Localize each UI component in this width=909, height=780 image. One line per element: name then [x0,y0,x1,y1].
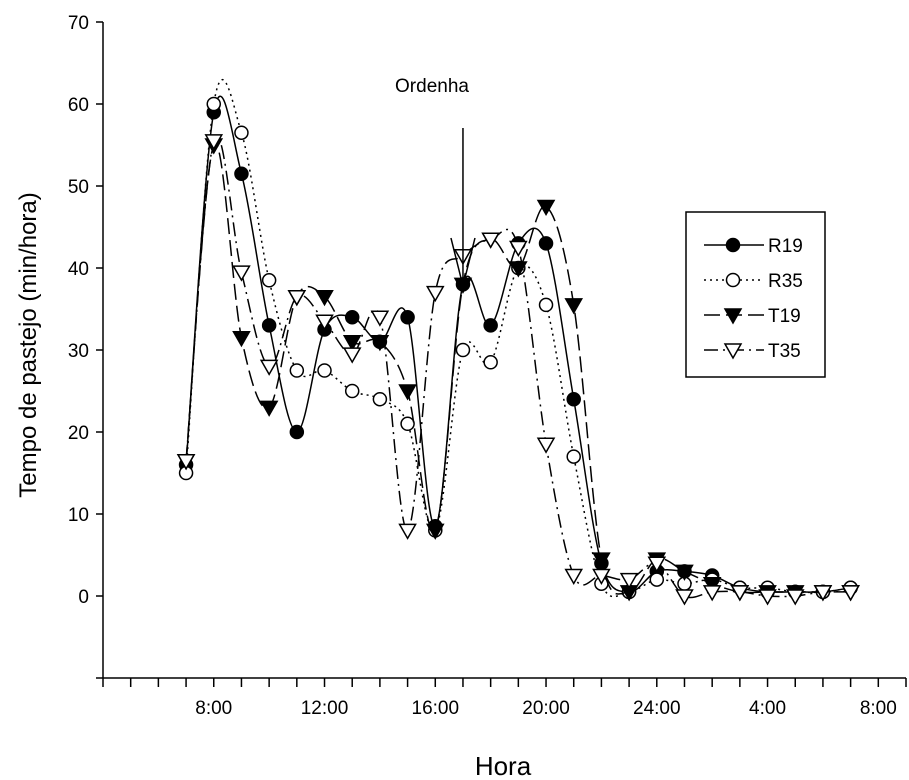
data-point [647,556,667,573]
x-axis-label: Hora [475,751,532,780]
data-point [344,309,360,325]
x-tick-label: 20:00 [522,698,570,719]
y-tick-label: 0 [78,587,89,608]
data-point [287,289,307,307]
series-layer [176,78,860,606]
data-point [481,232,500,249]
data-point [425,523,445,540]
data-point [758,589,777,606]
data-point [370,310,390,327]
data-point [564,298,584,315]
data-point [232,330,251,348]
data-point [536,199,556,217]
data-point [206,96,222,112]
data-point [259,359,279,376]
legend-label: T19 [768,306,801,327]
data-point [372,391,388,407]
legend-label: R19 [768,236,803,257]
y-tick-label: 40 [68,259,89,280]
annotation-label: Ordenha [395,76,469,97]
legend: R19 R35 T19 T35 [685,211,826,378]
data-point [592,552,611,569]
legend-item-t19: T19 [704,306,801,327]
data-point [483,355,498,370]
y-tick-label: 50 [68,177,89,198]
data-point [204,134,224,151]
data-point [261,273,277,288]
data-point [702,576,722,594]
data-point [425,285,445,303]
annotation-arrow-head [450,237,476,287]
y-tick-label: 60 [68,95,89,116]
y-tick-label: 10 [68,505,89,526]
data-point [400,416,415,432]
data-point [675,589,694,606]
data-point [259,400,279,417]
y-tick-label: 30 [68,341,89,362]
data-point [785,589,805,606]
annotation-layer: Ordenha [395,76,476,287]
axes: 0 10 20 30 40 50 60 70 8:00 12:00 16:00 20:00 24:00 4… [68,13,907,719]
data-point [538,236,554,251]
data-point [675,564,694,581]
data-point [261,318,277,333]
data-point [730,585,750,602]
data-point [232,265,251,282]
data-point [813,585,833,602]
data-point [176,453,196,471]
data-point [398,384,417,401]
data-point [398,523,417,540]
data-point [483,318,498,333]
legend-item-t35: T35 [704,341,801,362]
legend-marker [725,237,741,253]
data-point [317,363,332,378]
data-point [702,585,722,602]
data-point [592,568,611,586]
legend-label: R35 [768,271,803,292]
data-point [566,449,581,464]
legend-box [685,211,826,378]
data-point [841,585,860,602]
x-tick-label: 8:00 [195,698,232,719]
x-tick-label: 8:00 [860,698,897,719]
data-point [315,314,334,331]
x-tick-label: 16:00 [412,698,460,719]
y-tick-label: 20 [68,423,89,444]
legend-item-r19: R19 [704,236,803,257]
data-point [234,125,249,140]
data-point [538,297,554,313]
data-point [289,363,305,378]
y-tick-label: 70 [68,13,89,34]
data-point [234,166,249,181]
data-point [455,342,471,358]
data-point [315,289,334,307]
x-tick-label: 12:00 [301,698,349,719]
data-point [536,437,556,454]
data-point [400,309,415,325]
data-point [342,347,362,364]
legend-marker [725,272,741,288]
legend-marker [723,308,743,325]
legend-item-r35: R35 [704,271,803,292]
legend-label: T35 [768,341,801,362]
data-point [619,572,639,590]
data-point [564,568,584,586]
data-point [342,335,362,352]
data-point [649,572,665,587]
data-point [289,424,305,440]
data-point [344,383,360,399]
x-tick-label: 4:00 [749,698,786,719]
x-tick-label: 24:00 [633,698,681,719]
y-axis-label: Tempo de pastejo (min/hora) [15,192,42,497]
data-point [509,240,528,258]
data-point [566,391,581,407]
legend-marker [723,343,743,360]
